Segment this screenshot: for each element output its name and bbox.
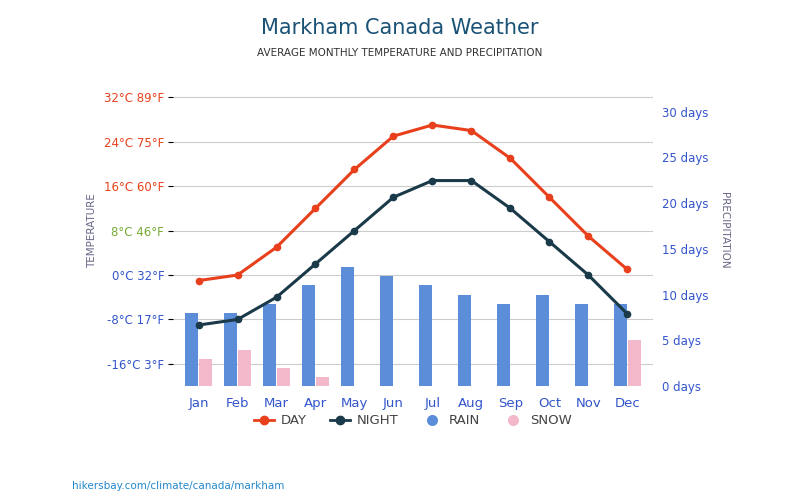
Bar — [458, 294, 470, 386]
Bar — [342, 267, 354, 386]
Bar — [628, 340, 641, 386]
Bar — [497, 304, 510, 386]
Bar — [380, 276, 393, 386]
Bar — [263, 304, 276, 386]
Y-axis label: TEMPERATURE: TEMPERATURE — [87, 193, 97, 268]
Bar — [536, 294, 549, 386]
Bar — [278, 368, 290, 386]
Bar — [316, 377, 329, 386]
Bar — [419, 286, 432, 386]
Bar — [302, 286, 314, 386]
Text: Markham Canada Weather: Markham Canada Weather — [262, 18, 538, 38]
Legend: DAY, NIGHT, RAIN, SNOW: DAY, NIGHT, RAIN, SNOW — [249, 409, 577, 432]
Bar — [238, 350, 250, 386]
Text: hikersbay.com/climate/canada/markham: hikersbay.com/climate/canada/markham — [72, 481, 284, 491]
Bar — [614, 304, 626, 386]
Text: AVERAGE MONTHLY TEMPERATURE AND PRECIPITATION: AVERAGE MONTHLY TEMPERATURE AND PRECIPIT… — [258, 48, 542, 58]
Bar — [224, 313, 237, 386]
Y-axis label: PRECIPITATION: PRECIPITATION — [719, 192, 729, 269]
Bar — [575, 304, 587, 386]
Bar — [186, 313, 198, 386]
Bar — [199, 358, 212, 386]
